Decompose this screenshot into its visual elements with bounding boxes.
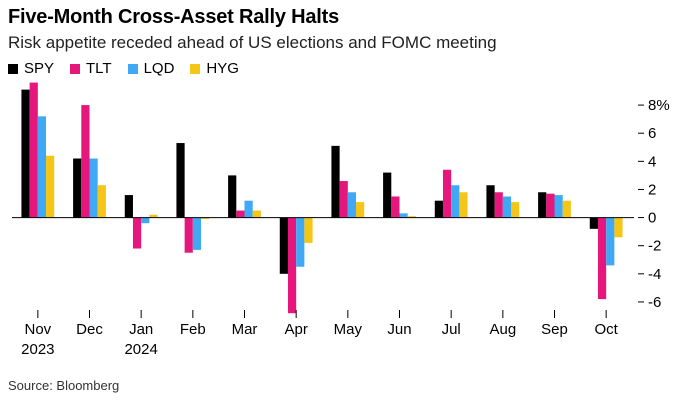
- legend-label-lqd: LQD: [143, 60, 175, 77]
- bar-hyg-oct: [614, 217, 623, 238]
- y-tick-label: -4: [648, 266, 661, 283]
- bar-hyg-nov: [46, 155, 55, 218]
- bar-spy-jun: [383, 172, 392, 218]
- bar-lqd-jul: [451, 185, 460, 218]
- bar-lqd-jun: [399, 213, 408, 218]
- bar-spy-sep: [538, 192, 547, 218]
- x-tick-label: Sep: [541, 321, 568, 338]
- y-tick-label: -6: [648, 294, 661, 311]
- x-tick-label: Mar: [232, 321, 258, 338]
- bar-lqd-oct: [606, 217, 615, 266]
- bar-spy-nov: [21, 89, 30, 218]
- bar-spy-oct: [589, 217, 598, 229]
- bar-spy-jul: [434, 200, 443, 218]
- bar-lqd-nov: [37, 116, 47, 218]
- legend-label-hyg: HYG: [206, 60, 239, 77]
- legend-label-tlt: TLT: [86, 60, 112, 77]
- bar-spy-dec: [73, 158, 82, 218]
- bar-tlt-aug: [494, 192, 503, 218]
- x-tick-label: May: [334, 321, 363, 338]
- bar-lqd-aug: [502, 196, 512, 218]
- bar-lqd-mar: [244, 200, 253, 218]
- chart-title: Five-Month Cross-Asset Rally Halts: [8, 6, 340, 28]
- y-tick-label: 0: [648, 210, 656, 227]
- bar-spy-may: [331, 145, 340, 218]
- legend-swatch-tlt: [70, 63, 81, 74]
- legend-item-spy: SPY: [8, 60, 54, 77]
- legend-swatch-lqd: [127, 63, 138, 74]
- bar-hyg-sep: [562, 200, 571, 218]
- legend-swatch-hyg: [190, 63, 201, 74]
- bar-lqd-feb: [192, 217, 202, 250]
- x-tick-label: Apr: [284, 321, 307, 338]
- bar-tlt-sep: [546, 193, 555, 218]
- y-tick-label: -2: [648, 238, 661, 255]
- x-tick-label: Jun: [387, 321, 411, 338]
- y-tick-label: 8%: [648, 97, 670, 114]
- bar-tlt-oct: [597, 217, 607, 300]
- x-tick-label: Jan: [129, 321, 153, 338]
- legend-item-lqd: LQD: [127, 60, 175, 77]
- bar-hyg-mar: [252, 210, 261, 218]
- bar-tlt-jan: [132, 217, 142, 249]
- legend: SPY TLT LQD HYG: [8, 60, 239, 77]
- legend-item-hyg: HYG: [190, 60, 239, 77]
- bar-hyg-may: [356, 202, 365, 218]
- bar-lqd-apr: [296, 217, 305, 267]
- bar-tlt-apr: [287, 217, 297, 314]
- source-note: Source: Bloomberg: [8, 378, 120, 393]
- x-tick-label: Aug: [489, 321, 516, 338]
- bar-tlt-feb: [184, 217, 193, 253]
- bar-tlt-mar: [236, 210, 245, 218]
- x-tick-label: Nov: [24, 321, 51, 338]
- bar-lqd-sep: [554, 195, 563, 218]
- x-tick-label: Dec: [76, 321, 103, 338]
- bar-hyg-apr: [304, 217, 313, 243]
- y-tick-label: 4: [648, 153, 656, 170]
- legend-swatch-spy: [8, 63, 18, 74]
- bar-tlt-dec: [81, 105, 90, 218]
- bar-spy-apr: [279, 217, 288, 274]
- y-tick-label: 2: [648, 181, 656, 198]
- chart-subtitle: Risk appetite receded ahead of US electi…: [8, 33, 497, 52]
- x-tick-label: Feb: [180, 321, 206, 338]
- bar-hyg-jul: [459, 192, 468, 218]
- bar-tlt-jul: [442, 169, 452, 218]
- bar-hyg-feb: [201, 217, 210, 219]
- bar-hyg-aug: [511, 202, 520, 218]
- x-tick-sublabel: 2024: [124, 341, 157, 358]
- bar-hyg-jun: [407, 216, 416, 218]
- bar-spy-mar: [228, 175, 237, 218]
- x-tick-label: Jul: [442, 321, 461, 338]
- bar-lqd-dec: [89, 158, 98, 218]
- y-tick-label: 6: [648, 125, 656, 142]
- legend-item-tlt: TLT: [70, 60, 112, 77]
- bar-lqd-may: [347, 192, 357, 218]
- bar-lqd-jan: [141, 217, 150, 224]
- bar-hyg-jan: [149, 214, 158, 218]
- bar-spy-aug: [486, 185, 495, 218]
- bar-spy-feb: [176, 143, 185, 218]
- bar-hyg-dec: [97, 185, 106, 218]
- bar-tlt-may: [339, 181, 348, 218]
- x-tick-label: Oct: [594, 321, 618, 338]
- bar-tlt-nov: [29, 82, 38, 218]
- bar-tlt-jun: [391, 196, 400, 218]
- x-tick-sublabel: 2023: [21, 341, 54, 358]
- bar-spy-jan: [124, 195, 133, 218]
- legend-label-spy: SPY: [24, 60, 55, 77]
